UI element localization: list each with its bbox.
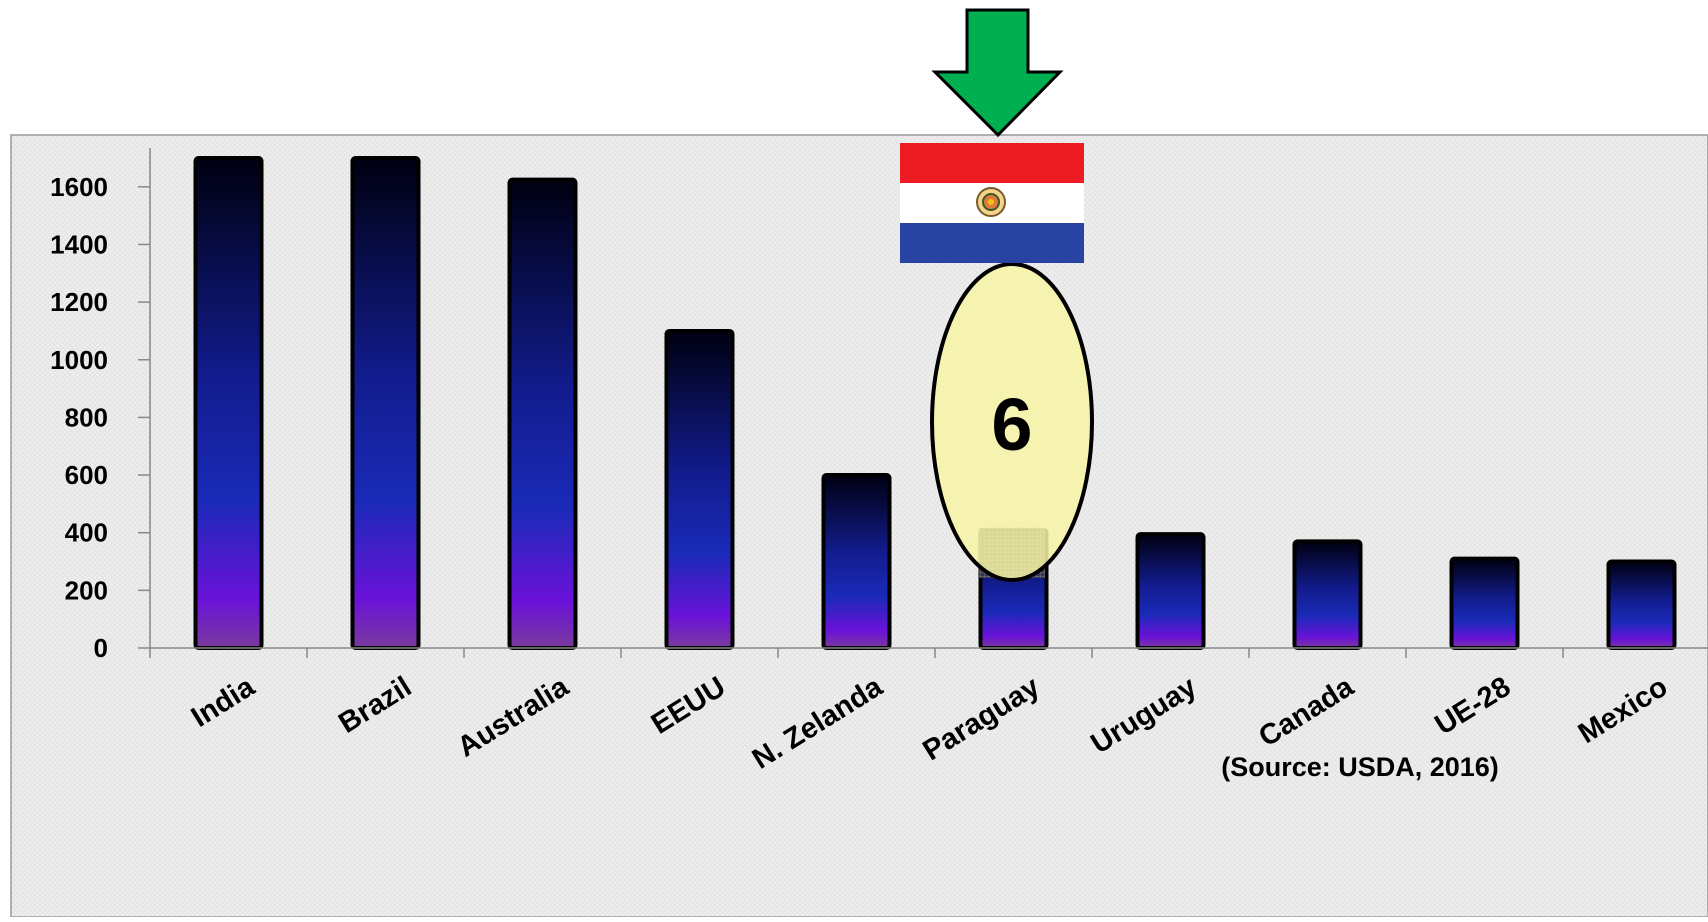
y-tick-label: 1400 — [50, 229, 108, 259]
source-note: (Source: USDA, 2016) — [1221, 752, 1499, 782]
bar-india — [193, 156, 264, 650]
bar-ue-28 — [1449, 556, 1520, 650]
paraguay-flag-icon — [900, 143, 1084, 263]
down-arrow-icon — [931, 8, 1064, 138]
y-tick-label: 1600 — [50, 172, 108, 202]
y-tick-label: 0 — [94, 633, 108, 663]
paraguay-highlight: 6 — [930, 262, 1094, 582]
y-tick-label: 1200 — [50, 287, 108, 317]
y-tick-label: 400 — [65, 518, 108, 548]
bar-eeuu — [664, 328, 735, 650]
y-axis: 0 200 400 600 800 1000 1200 1400 1600 — [50, 148, 151, 663]
bar-australia — [507, 177, 578, 650]
y-tick-label: 600 — [65, 460, 108, 490]
bar-mexico — [1606, 559, 1677, 651]
bar-n-zelanda — [821, 473, 892, 651]
rank-label: 6 — [991, 383, 1032, 466]
y-tick-label: 800 — [65, 402, 108, 432]
y-tick-label: 1000 — [50, 345, 108, 375]
bar-uruguay — [1135, 532, 1206, 650]
y-tick-label: 200 — [65, 575, 108, 605]
bar-canada — [1292, 539, 1363, 651]
bar-brazil — [350, 156, 421, 650]
bars-group — [193, 156, 1677, 651]
rank-ellipse — [930, 262, 1094, 582]
